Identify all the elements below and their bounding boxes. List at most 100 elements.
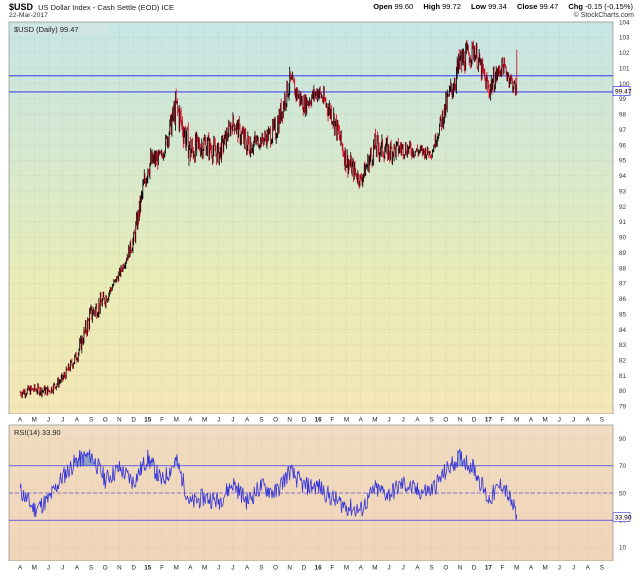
- price-y-tick-label: 79: [619, 404, 627, 411]
- x-tick-label: S: [259, 417, 263, 424]
- price-y-tick-label: 89: [619, 250, 627, 257]
- rsi-y-tick-label: 50: [619, 490, 627, 497]
- x-tick-label-bottom: M: [543, 565, 548, 572]
- rsi-y-axis: 1030507090: [619, 436, 627, 552]
- x-tick-label-bottom: J: [217, 565, 220, 572]
- x-tick-label-bottom: A: [586, 565, 591, 572]
- rsi-line: [19, 448, 518, 521]
- low-value: 99.34: [488, 2, 507, 11]
- rsi-overbought-fill: [78, 449, 80, 466]
- rsi-y-tick-label: 90: [619, 436, 627, 443]
- price-last-value-tag: 99.47: [612, 86, 632, 96]
- x-tick-label: M: [344, 417, 349, 424]
- open-value: 99.60: [394, 2, 414, 11]
- x-tick-label-bottom: N: [287, 565, 292, 572]
- price-y-tick-label: 83: [619, 342, 627, 349]
- price-y-tick-label: 100: [619, 81, 630, 88]
- x-tick-label: 15: [144, 417, 152, 424]
- stockcharts-brand: © StockCharts.com: [573, 12, 634, 19]
- rsi-horizontal-lines: [9, 465, 613, 521]
- x-tick-label-bottom: F: [501, 565, 505, 572]
- rsi-panel-title: RSI(14) 33.90: [14, 428, 61, 437]
- x-tick-label: A: [586, 417, 591, 424]
- x-axis: A M J J A S O N D 15 F M A M J J A S O N D 16 F M A M J J A S O N D 17 F M A…: [9, 414, 613, 424]
- x-tick-label: F: [330, 417, 334, 424]
- x-tick-label-bottom: J: [387, 565, 390, 572]
- rsi-last-value: 33.90: [615, 515, 632, 522]
- x-tick-label-bottom: S: [89, 565, 93, 572]
- chart-subheader: 22-Mar-2017 © StockCharts.com: [9, 12, 634, 21]
- price-y-tick-label: 86: [619, 296, 627, 303]
- x-tick-label-bottom: 15: [144, 565, 152, 572]
- price-y-tick-label: 93: [619, 188, 627, 195]
- x-tick-label: J: [61, 417, 64, 424]
- price-y-tick-label: 82: [619, 357, 627, 364]
- x-axis-labels-bottom: A M J J A S O N D 15 F M A M J J A S O N D 16 F M A M J J A S O N D 17 F M A…: [18, 565, 604, 572]
- x-tick-label: N: [117, 417, 122, 424]
- x-tick-label-bottom: M: [372, 565, 377, 572]
- symbol-description: US Dollar Index - Cash Settle (EOD) ICE: [38, 3, 174, 12]
- x-tick-label: A: [415, 417, 420, 424]
- x-tick-label-bottom: J: [231, 565, 234, 572]
- x-tick-label-bottom: A: [18, 565, 23, 572]
- price-y-axis: 79 80 81 82 83 84 85 86 87 88 89 90 91 92 93 94 95 96 97 98…: [619, 19, 630, 410]
- x-tick-label-bottom: F: [330, 565, 334, 572]
- x-tick-label-bottom: D: [472, 565, 477, 572]
- price-panel-title: $USD (Daily) 99.47: [14, 25, 79, 34]
- x-tick-label-bottom: F: [160, 565, 164, 572]
- x-tick-label: D: [131, 417, 136, 424]
- x-tick-label-bottom: J: [61, 565, 64, 572]
- x-tick-label: A: [75, 417, 80, 424]
- x-tick-label-bottom: S: [430, 565, 434, 572]
- x-tick-label: M: [32, 417, 37, 424]
- rsi-y-tick-label: 10: [619, 545, 627, 552]
- x-tick-label-bottom: A: [75, 565, 80, 572]
- price-panel-background: [8, 21, 614, 415]
- x-tick-label: A: [188, 417, 193, 424]
- x-tick-label-bottom: S: [600, 565, 604, 572]
- x-tick-label: J: [572, 417, 575, 424]
- x-tick-label-bottom: M: [174, 565, 179, 572]
- x-tick-label-bottom: M: [202, 565, 207, 572]
- price-y-tick-label: 84: [619, 327, 627, 334]
- price-y-tick-label: 101: [619, 65, 630, 72]
- x-tick-label-bottom: J: [572, 565, 575, 572]
- rsi-overbought-fill: [457, 449, 462, 466]
- x-tick-label: J: [558, 417, 561, 424]
- price-y-tick-label: 104: [619, 19, 630, 26]
- high-label: High: [423, 2, 441, 11]
- quote-bar: Open 99.60 High 99.72 Low 99.34 Close 99…: [373, 2, 634, 11]
- x-tick-label: N: [287, 417, 292, 424]
- x-tick-label: M: [174, 417, 179, 424]
- x-tick-label: 16: [315, 417, 323, 424]
- x-tick-label-bottom: M: [32, 565, 37, 572]
- x-tick-label: J: [402, 417, 405, 424]
- price-y-tick-label: 94: [619, 173, 627, 180]
- x-tick-label: O: [443, 417, 448, 424]
- x-tick-label: O: [273, 417, 278, 424]
- x-tick-label-bottom: N: [117, 565, 122, 572]
- x-tick-label: F: [160, 417, 164, 424]
- x-tick-label: A: [529, 417, 534, 424]
- symbol: $USD: [9, 2, 34, 12]
- chg-value: -0.15 (-0.15%): [585, 2, 633, 11]
- price-panel: 79 80 81 82 83 84 85 86 87 88 89 90 91 92 93 94 95 96 97 98…: [8, 19, 632, 415]
- x-tick-label-bottom: D: [302, 565, 307, 572]
- x-tick-label: D: [472, 417, 477, 424]
- rsi-panel: 1030507090 RSI(14) 33.90 33.90: [8, 424, 632, 562]
- x-tick-label-bottom: J: [558, 565, 561, 572]
- x-tick-label-bottom: 16: [315, 565, 323, 572]
- x-tick-label: M: [543, 417, 548, 424]
- x-axis-labels: A M J J A S O N D 15 F M A M J J A S O N D 16 F M A M J J A S O N D 17 F M A…: [18, 417, 604, 424]
- x-tick-label-bottom: M: [344, 565, 349, 572]
- chg-label: Chg: [568, 2, 583, 11]
- x-tick-label: J: [217, 417, 220, 424]
- x-tick-label: S: [430, 417, 434, 424]
- open-label: Open: [373, 2, 393, 11]
- x-tick-label: A: [359, 417, 364, 424]
- x-tick-label-bottom: S: [259, 565, 263, 572]
- x-tick-label: S: [600, 417, 604, 424]
- x-tick-label-bottom: M: [514, 565, 519, 572]
- price-y-tick-label: 92: [619, 204, 627, 211]
